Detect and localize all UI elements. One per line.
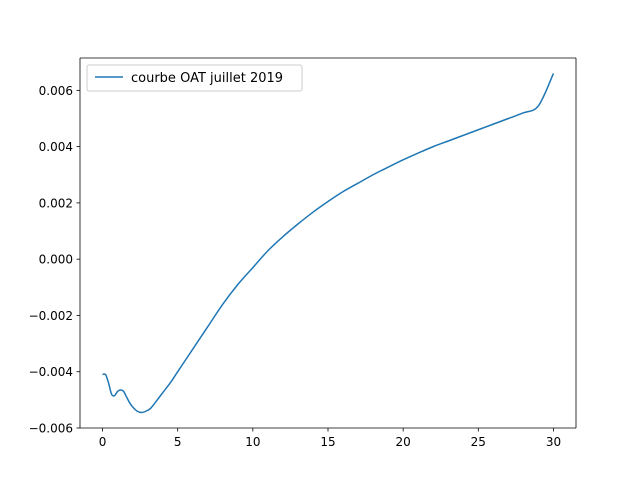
y-tick-label: 0.006	[39, 84, 73, 98]
y-tick-label: 0.002	[39, 196, 73, 210]
x-tick-label: 10	[245, 435, 260, 449]
x-tick-label: 30	[546, 435, 561, 449]
y-tick-label: −0.004	[29, 365, 73, 379]
y-tick-label: −0.006	[29, 422, 73, 436]
y-tick-label: −0.002	[29, 309, 73, 323]
x-tick-label: 5	[174, 435, 182, 449]
x-tick-label: 15	[320, 435, 335, 449]
plot-area	[80, 58, 576, 428]
x-tick-label: 20	[396, 435, 411, 449]
x-tick-label: 25	[471, 435, 486, 449]
y-tick-label: 0.000	[39, 253, 73, 267]
series-line	[102, 73, 555, 414]
x-axis-ticks: 0 5 10 15 20 25 30	[99, 428, 561, 449]
y-tick-label: 0.004	[39, 140, 73, 154]
series-layer	[102, 73, 555, 414]
legend: courbe OAT juillet 2019	[86, 64, 303, 92]
legend-label: courbe OAT juillet 2019	[131, 71, 283, 86]
x-tick-label: 0	[99, 435, 107, 449]
legend-frame	[86, 64, 303, 92]
y-axis-ticks: −0.006 −0.004 −0.002 0.000 0.002 0.004 0.006	[29, 84, 80, 436]
